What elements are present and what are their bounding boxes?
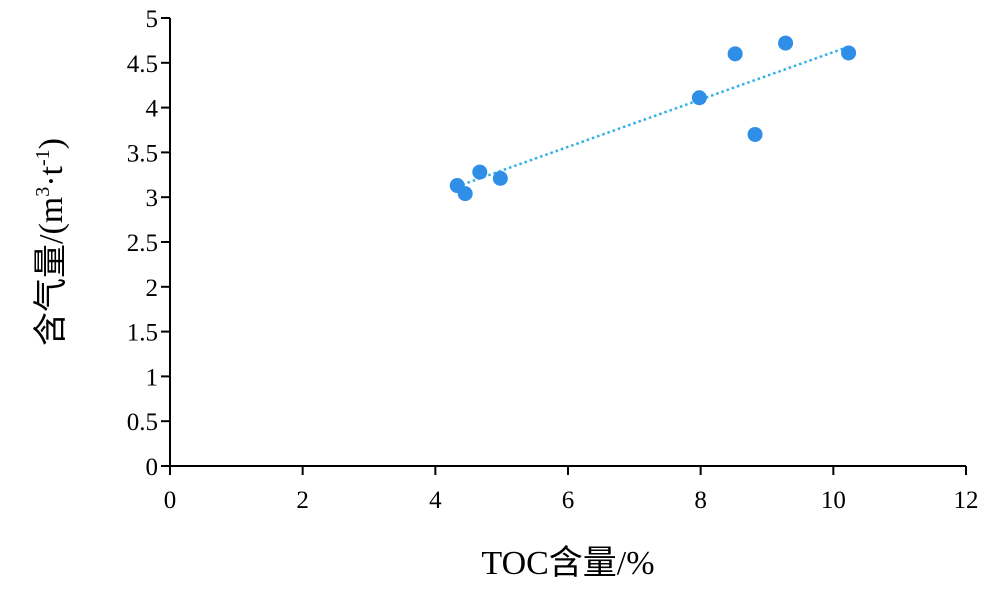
data-point xyxy=(841,45,857,61)
y-axis-title-end: ) xyxy=(33,138,70,149)
y-tick-label: 3.5 xyxy=(127,140,158,167)
data-point xyxy=(747,126,763,142)
y-tick-label: 4.5 xyxy=(127,51,158,78)
y-axis-title-mid: ·t xyxy=(33,165,70,186)
x-tick-label: 2 xyxy=(296,487,309,514)
y-axis-title-sup1: 3 xyxy=(32,187,54,197)
y-ticks: 0 0.5 1 1.5 2 2.5 3 3.5 4 4.5 5 xyxy=(127,6,170,481)
x-tick-label: 4 xyxy=(429,487,442,514)
data-point xyxy=(492,170,508,186)
y-axis-title-sup2: -1 xyxy=(32,149,54,166)
data-point xyxy=(457,186,473,202)
y-tick-label: 1.5 xyxy=(127,320,158,347)
y-tick-label: 3 xyxy=(146,185,159,212)
x-tick-label: 6 xyxy=(562,487,575,514)
y-tick-label: 1 xyxy=(146,364,159,391)
y-tick-label: 2 xyxy=(146,275,159,302)
y-tick-label: 5 xyxy=(146,6,159,33)
y-axis-title-main: 含气量/(m xyxy=(32,197,70,346)
y-tick-label: 4 xyxy=(146,96,159,123)
x-axis-title: TOC含量/% xyxy=(481,544,654,582)
y-tick-label: 0.5 xyxy=(127,409,158,436)
axes xyxy=(169,18,966,467)
x-tick-label: 12 xyxy=(954,487,979,514)
x-tick-label: 8 xyxy=(694,487,707,514)
y-tick-label: 2.5 xyxy=(127,230,158,257)
x-ticks: 0 2 4 6 8 10 12 xyxy=(164,466,979,514)
y-tick-label: 0 xyxy=(146,454,159,481)
y-axis-title: 含气量/(m3·t-1) xyxy=(32,138,70,346)
x-tick-label: 10 xyxy=(821,487,846,514)
data-point xyxy=(472,164,488,180)
trendline xyxy=(456,45,850,188)
plot-area xyxy=(449,35,857,202)
data-point xyxy=(778,35,794,51)
x-tick-label: 0 xyxy=(164,487,177,514)
data-point xyxy=(691,90,707,106)
data-point xyxy=(727,46,743,62)
